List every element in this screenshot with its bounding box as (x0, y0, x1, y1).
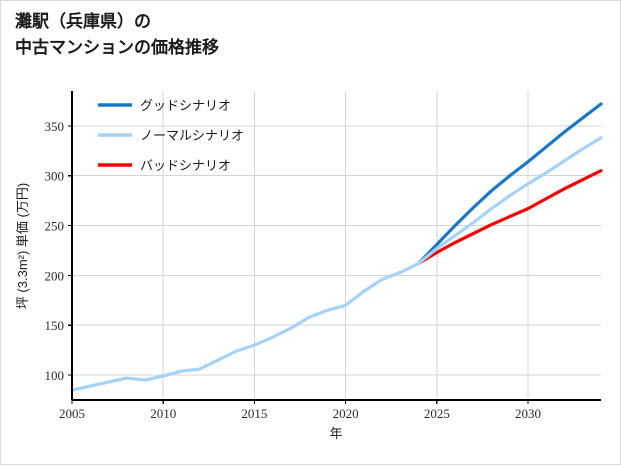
x-tick-label: 2020 (333, 406, 359, 421)
y-tick-label: 250 (45, 219, 65, 234)
x-axis-title: 年 (329, 426, 342, 441)
y-tick-label: 150 (45, 318, 65, 333)
x-tick-label: 2010 (150, 406, 176, 421)
x-tick-label: 2025 (424, 406, 450, 421)
y-axis-ticks: 100 150 200 250 300 350 (45, 119, 72, 383)
legend-label: ノーマルシナリオ (140, 128, 244, 143)
y-tick-label: 300 (45, 169, 65, 184)
y-tick-label: 200 (45, 268, 65, 283)
x-tick-label: 2015 (241, 406, 267, 421)
x-tick-label: 2030 (515, 406, 541, 421)
chart-title: 灘駅（兵庫県）の 中古マンションの価格推移 (15, 12, 219, 57)
axis-lines (71, 91, 601, 401)
series-line-ノーマルシナリオ (70, 136, 603, 392)
legend-label: バッドシナリオ (140, 158, 231, 173)
y-tick-label: 100 (45, 368, 65, 383)
y-axis-title: 坪 (3.3m²) 単価 (万円) (15, 183, 30, 309)
x-tick-label: 2005 (59, 406, 85, 421)
x-axis-ticks: 2005 2010 2015 2020 2025 2030 (59, 400, 541, 421)
series-lines (70, 102, 603, 392)
legend-label: グッドシナリオ (140, 98, 231, 113)
y-tick-label: 350 (45, 119, 65, 134)
series-line-バッドシナリオ (416, 169, 603, 266)
series-line-グッドシナリオ (416, 102, 603, 266)
